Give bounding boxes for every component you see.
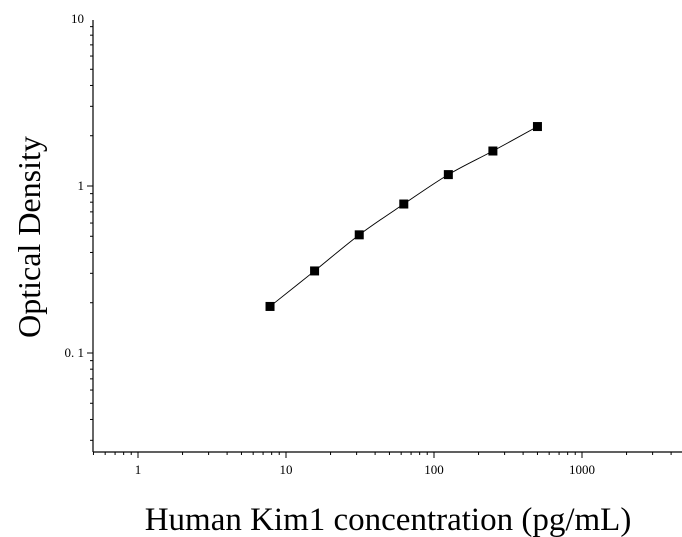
data-point: [399, 199, 409, 209]
data-point: [354, 230, 364, 240]
y-tick-label: 0. 1: [65, 345, 85, 360]
y-tick-label: 1: [78, 178, 85, 193]
data-point: [443, 170, 453, 180]
x-tick-label: 100: [424, 462, 444, 477]
data-point: [265, 301, 275, 311]
y-axis-title: Optical Density: [11, 136, 47, 338]
x-axis-ticks: 1 10 100 1000: [92, 452, 672, 477]
x-axis-title: Human Kim1 concentration (pg/mL): [145, 502, 632, 537]
plot-area: 0. 1 1 10 1 10 100 1000: [65, 11, 682, 477]
x-tick-label: 1000: [569, 462, 595, 477]
x-tick-label: 1: [135, 462, 142, 477]
y-axis-ticks: 0. 1 1 10: [65, 11, 93, 441]
x-tick-label: 10: [280, 462, 293, 477]
data-point: [488, 146, 498, 156]
data-point: [532, 122, 542, 132]
data-points: [265, 122, 542, 311]
data-point: [310, 266, 320, 276]
y-tick-label: 10: [71, 11, 84, 26]
